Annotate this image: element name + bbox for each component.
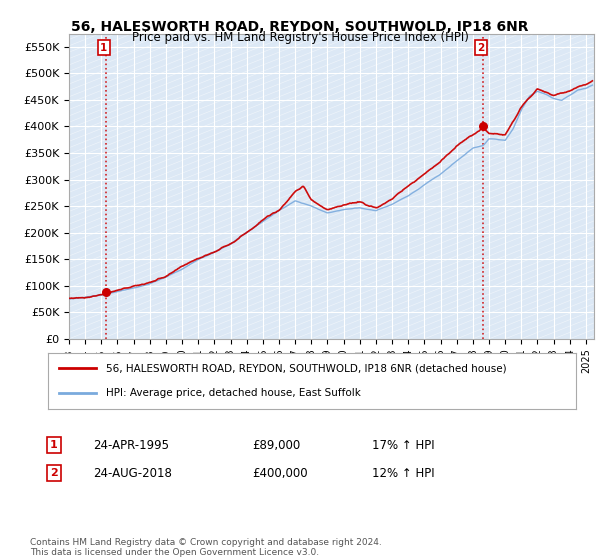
Text: 56, HALESWORTH ROAD, REYDON, SOUTHWOLD, IP18 6NR: 56, HALESWORTH ROAD, REYDON, SOUTHWOLD, … bbox=[71, 20, 529, 34]
Text: 24-APR-1995: 24-APR-1995 bbox=[93, 438, 169, 452]
Text: £400,000: £400,000 bbox=[252, 466, 308, 480]
Text: 24-AUG-2018: 24-AUG-2018 bbox=[93, 466, 172, 480]
Text: 17% ↑ HPI: 17% ↑ HPI bbox=[372, 438, 434, 452]
Text: £89,000: £89,000 bbox=[252, 438, 300, 452]
Text: 1: 1 bbox=[100, 43, 107, 53]
Text: 2: 2 bbox=[477, 43, 484, 53]
Text: HPI: Average price, detached house, East Suffolk: HPI: Average price, detached house, East… bbox=[106, 388, 361, 398]
Text: 56, HALESWORTH ROAD, REYDON, SOUTHWOLD, IP18 6NR (detached house): 56, HALESWORTH ROAD, REYDON, SOUTHWOLD, … bbox=[106, 363, 507, 374]
Text: 12% ↑ HPI: 12% ↑ HPI bbox=[372, 466, 434, 480]
Text: 1: 1 bbox=[50, 440, 58, 450]
Point bbox=[478, 122, 488, 131]
Point bbox=[101, 287, 111, 296]
Text: Price paid vs. HM Land Registry's House Price Index (HPI): Price paid vs. HM Land Registry's House … bbox=[131, 31, 469, 44]
Text: Contains HM Land Registry data © Crown copyright and database right 2024.
This d: Contains HM Land Registry data © Crown c… bbox=[30, 538, 382, 557]
Text: 2: 2 bbox=[50, 468, 58, 478]
